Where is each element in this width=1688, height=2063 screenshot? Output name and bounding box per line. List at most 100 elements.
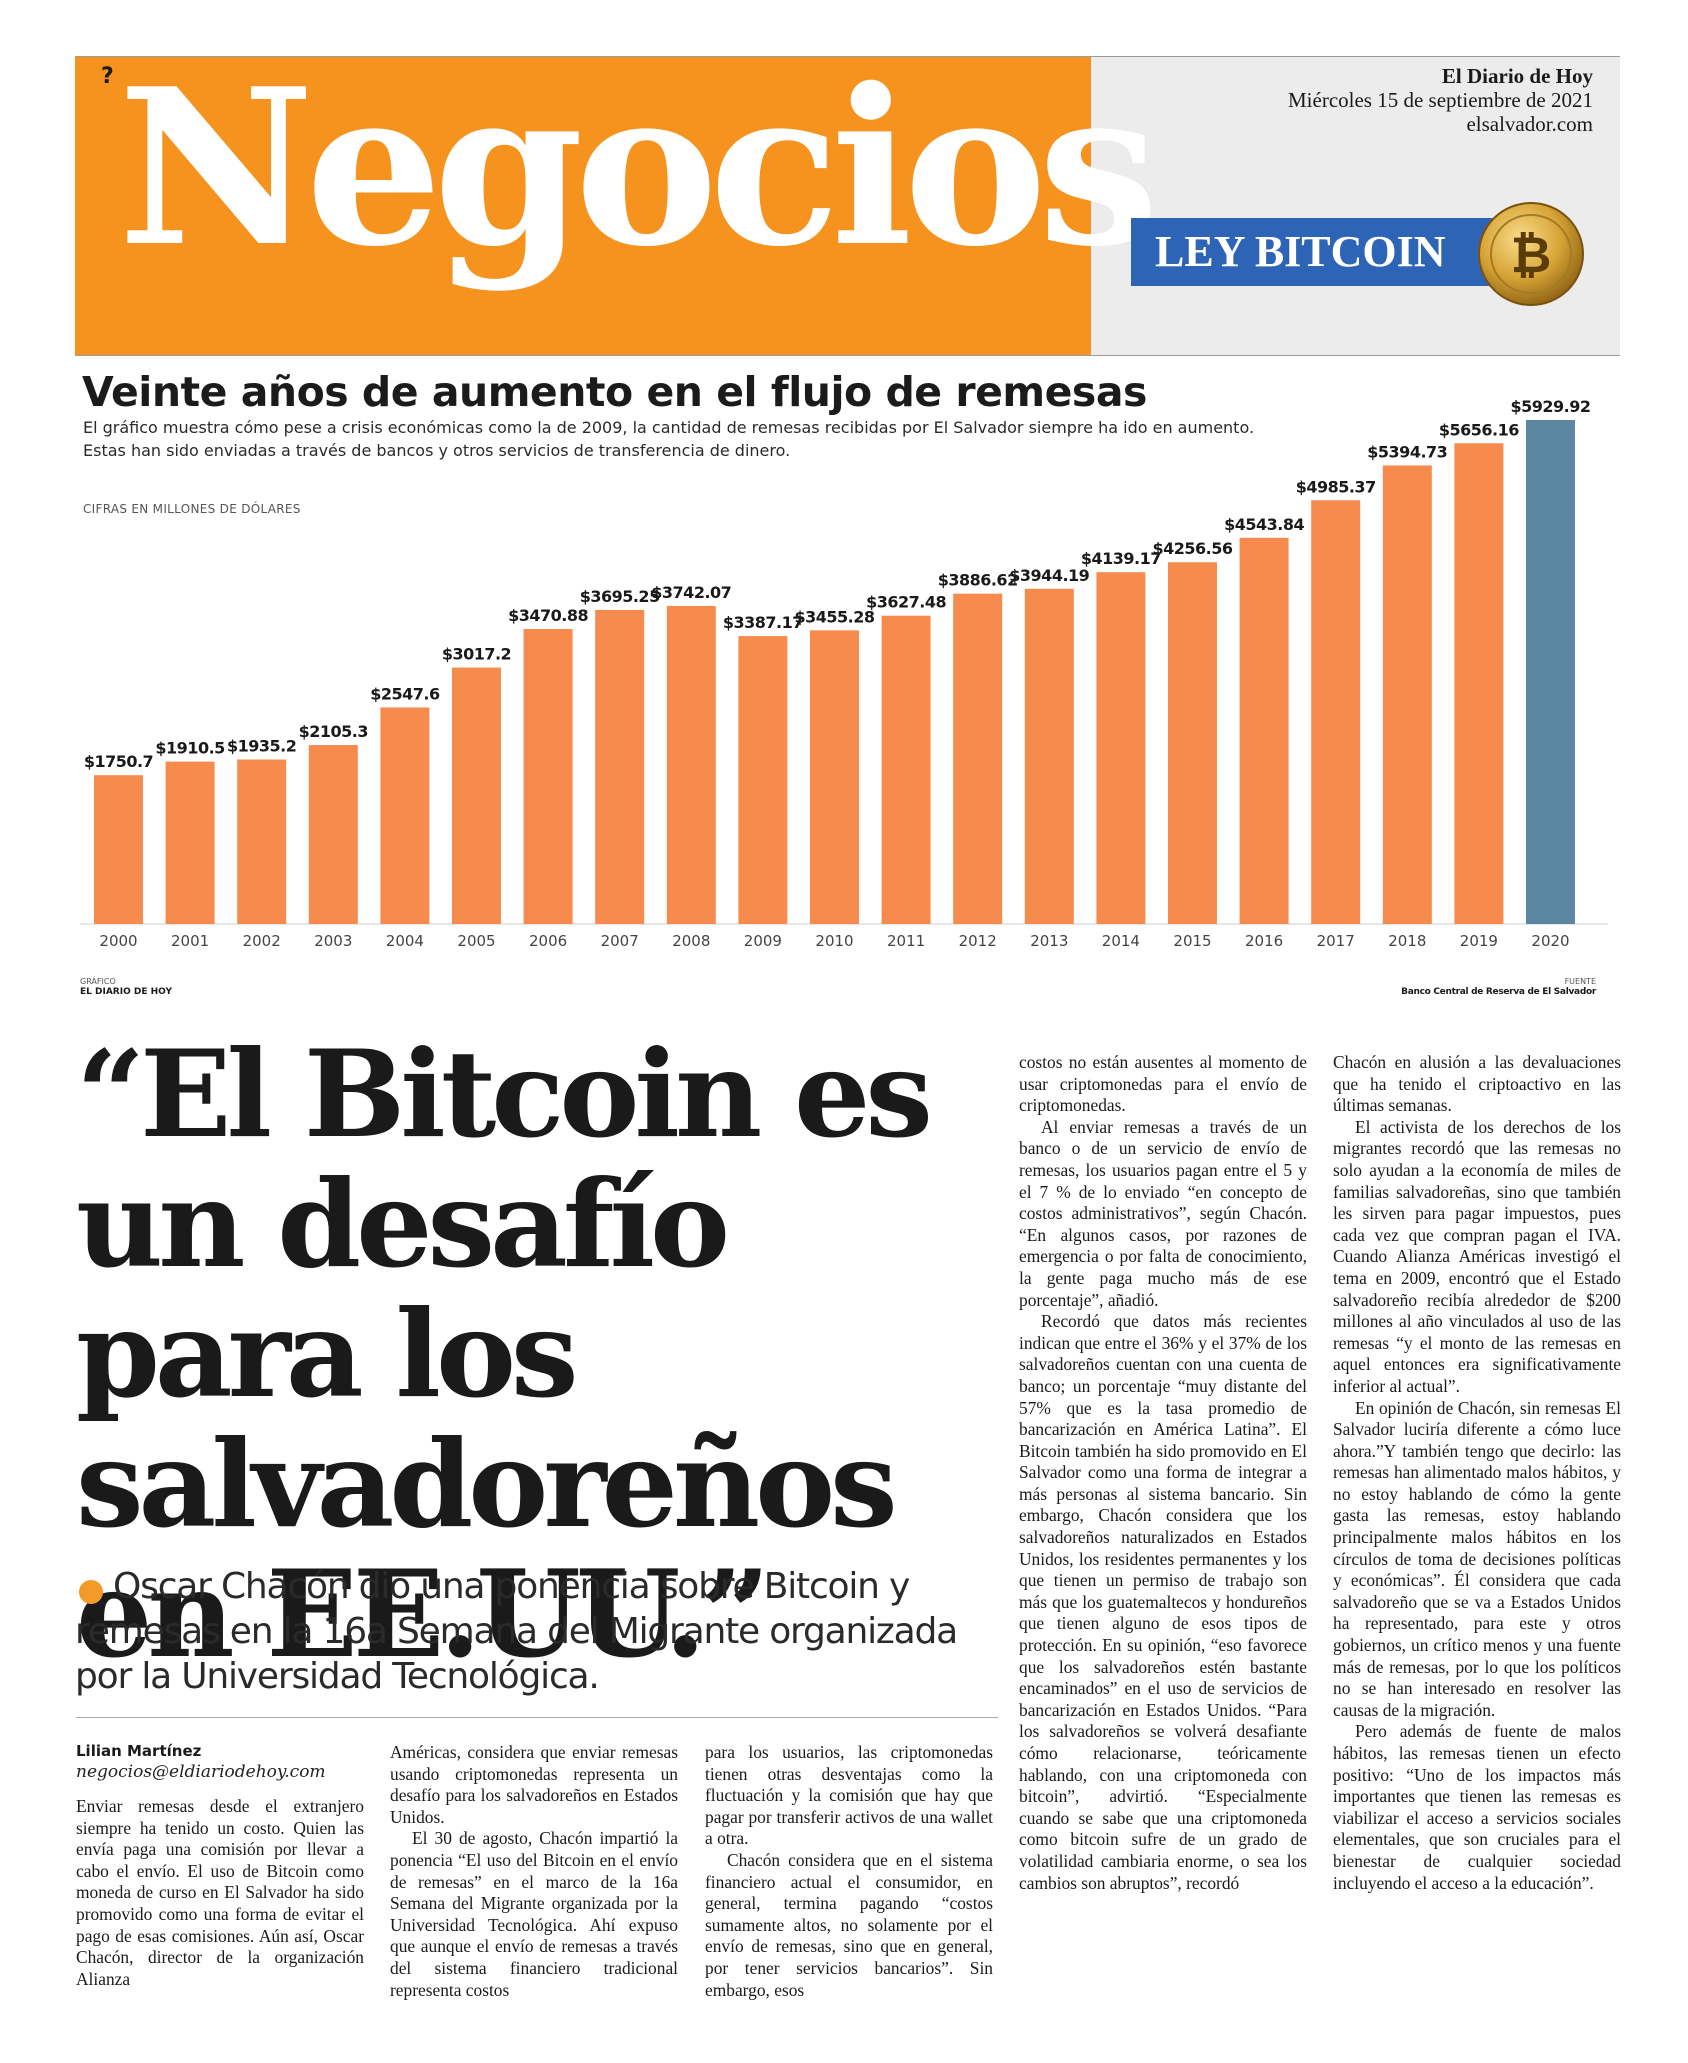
top-rule (75, 56, 1620, 57)
paragraph: En opinión de Chacón, sin remesas El Sal… (1333, 1397, 1621, 1720)
bar-2013 (1024, 588, 1074, 924)
article-subhead: Oscar Chacón dio una ponencia sobre Bitc… (75, 1566, 958, 1697)
section-mark: ? (101, 64, 114, 89)
bar-2018 (1382, 465, 1432, 924)
article-column-5: Chacón en alusión a las devaluaciones qu… (1333, 1052, 1621, 1894)
x-tick-label: 2012 (959, 932, 997, 950)
x-tick-label: 2015 (1173, 932, 1211, 950)
publication-name: El Diario de Hoy (1441, 64, 1593, 88)
bar-2016 (1239, 537, 1289, 924)
bullet-dot-icon (79, 1580, 103, 1604)
bar-2004 (380, 707, 430, 924)
x-tick-label: 2017 (1317, 932, 1355, 950)
x-tick-label: 2001 (171, 932, 209, 950)
bar-2015 (1168, 562, 1217, 924)
article-column-2: Américas, considera que enviar remesas u… (390, 1742, 678, 2001)
bar-value-label: $2547.6 (370, 684, 440, 703)
article-column-4: costos no están ausentes al momento de u… (1019, 1052, 1307, 1894)
bar-2017 (1311, 500, 1361, 924)
bar-value-label: $3695.25 (580, 587, 660, 606)
paragraph: para los usuarios, las criptomonedas tie… (705, 1742, 993, 1849)
bar-2012 (953, 593, 1003, 924)
bar-2001 (165, 761, 215, 924)
article-column-3: para los usuarios, las criptomonedas tie… (705, 1742, 993, 2001)
bar-value-label: $3387.17 (723, 613, 803, 632)
x-tick-label: 2005 (457, 932, 495, 950)
section-title: Negocios (118, 41, 1159, 294)
bitcoin-coin-icon: ₿ (1478, 202, 1584, 306)
bar-2006 (523, 629, 573, 924)
x-tick-label: 2009 (744, 932, 782, 950)
paragraph: El 30 de agosto, Chacón impartió la pone… (390, 1828, 678, 2000)
bar-value-label: $1910.5 (155, 739, 225, 758)
topic-label: LEY BITCOIN (1155, 227, 1446, 276)
x-tick-label: 2014 (1102, 932, 1140, 950)
subhead-rule (76, 1717, 998, 1718)
paragraph: Chacón en alusión a las devaluaciones qu… (1333, 1052, 1621, 1116)
bar-value-label: $4256.56 (1152, 539, 1232, 558)
bar-value-label: $3944.19 (1009, 566, 1089, 585)
author-email[interactable]: negocios@eldiariodehoy.com (76, 1762, 326, 1782)
bar-2009 (738, 636, 788, 924)
x-tick-label: 2007 (601, 932, 639, 950)
bar-2003 (308, 745, 358, 924)
source-label: FUENTE (1564, 977, 1596, 986)
bar-2010 (810, 630, 859, 924)
bar-2019 (1454, 443, 1504, 924)
bar-2007 (595, 609, 645, 924)
paragraph: Enviar remesas desde el extranjero siemp… (76, 1796, 364, 1989)
x-tick-label: 2004 (386, 932, 424, 950)
chart-description: El gráfico muestra cómo pese a crisis ec… (83, 418, 1255, 437)
bitcoin-symbol: ₿ (1511, 226, 1552, 284)
bars: $1750.7 2000 $1910.5 2001 $1935.2 2002 $2105.3… (84, 397, 1591, 950)
bar-value-label: $4543.84 (1224, 515, 1304, 534)
chart-description: Estas han sido enviadas a través de banc… (83, 441, 791, 460)
chart-title: Veinte años de aumento en el flujo de re… (82, 368, 1147, 416)
x-tick-label: 2011 (887, 932, 925, 950)
bar-2005 (452, 667, 501, 924)
x-tick-label: 2013 (1030, 932, 1068, 950)
x-tick-label: 2006 (529, 932, 567, 950)
x-tick-label: 2003 (314, 932, 352, 950)
bar-2008 (666, 605, 716, 924)
paragraph: Américas, considera que enviar remesas u… (390, 1742, 678, 1827)
x-tick-label: 2010 (815, 932, 853, 950)
bar-value-label: $3886.62 (938, 571, 1018, 590)
bar-value-label: $1935.2 (227, 737, 296, 756)
bar-value-label: $4985.37 (1296, 477, 1376, 496)
bar-value-label: $4139.17 (1081, 549, 1161, 568)
section-banner (75, 57, 1091, 355)
paragraph: Al enviar remesas a través de un banco o… (1019, 1116, 1307, 1310)
paragraph: Recordó que datos más recientes indican … (1019, 1311, 1307, 1893)
bar-2000 (94, 775, 143, 924)
bar-value-label: $1750.7 (84, 752, 153, 771)
bar-2014 (1096, 572, 1146, 924)
bar-value-label: $5656.16 (1439, 420, 1519, 439)
x-tick-label: 2008 (672, 932, 710, 950)
bar-value-label: $3742.07 (651, 583, 731, 602)
paragraph: Pero además de fuente de malos hábitos, … (1333, 1721, 1621, 1893)
publication-date: Miércoles 15 de septiembre de 2021 (1288, 88, 1593, 112)
article-column-1: Enviar remesas desde el extranjero siemp… (76, 1796, 364, 1990)
article-headline: “El Bitcoin es un desafío para los salva… (76, 1024, 933, 1685)
bar-value-label: $5394.73 (1367, 442, 1447, 461)
bar-value-label: $3470.88 (508, 606, 588, 625)
chart-units: CIFRAS EN MILLONES DE DÓLARES (83, 502, 301, 516)
x-tick-label: 2016 (1245, 932, 1283, 950)
bar-value-label: $3017.2 (442, 645, 511, 664)
paragraph: Chacón considera que en el sistema finan… (705, 1849, 993, 2000)
bar-value-label: $2105.3 (299, 722, 368, 741)
bar-value-label: $3627.48 (866, 593, 946, 612)
x-tick-label: 2019 (1460, 932, 1498, 950)
x-tick-label: 2000 (99, 932, 137, 950)
source-name: Banco Central de Reserva de El Salvador (1401, 987, 1596, 997)
bar-2011 (881, 615, 931, 924)
paragraph: costos no están ausentes al momento de u… (1019, 1052, 1307, 1116)
paragraph: El activista de los derechos de los migr… (1333, 1116, 1621, 1396)
x-tick-label: 2002 (243, 932, 281, 950)
graphic-credit: EL DIARIO DE HOY (80, 987, 172, 997)
author-name: Lilian Martínez (76, 1742, 202, 1760)
publication-website: elsalvador.com (1466, 112, 1593, 136)
header-rule (75, 355, 1620, 356)
bar-value-label: $3455.28 (794, 607, 874, 626)
